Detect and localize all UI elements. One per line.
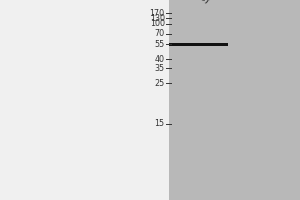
- Text: 170: 170: [150, 8, 165, 18]
- Text: 25: 25: [154, 78, 165, 88]
- Text: 40: 40: [155, 54, 165, 64]
- Text: 130: 130: [150, 14, 165, 23]
- Text: SH-SY5Y: SH-SY5Y: [201, 0, 233, 5]
- Text: 100: 100: [150, 19, 165, 28]
- Text: 35: 35: [154, 64, 165, 73]
- Text: 15: 15: [154, 119, 165, 129]
- Bar: [169, 43, 228, 46]
- Bar: [169, 0, 300, 200]
- Text: 70: 70: [154, 29, 165, 38]
- Text: 55: 55: [154, 40, 165, 49]
